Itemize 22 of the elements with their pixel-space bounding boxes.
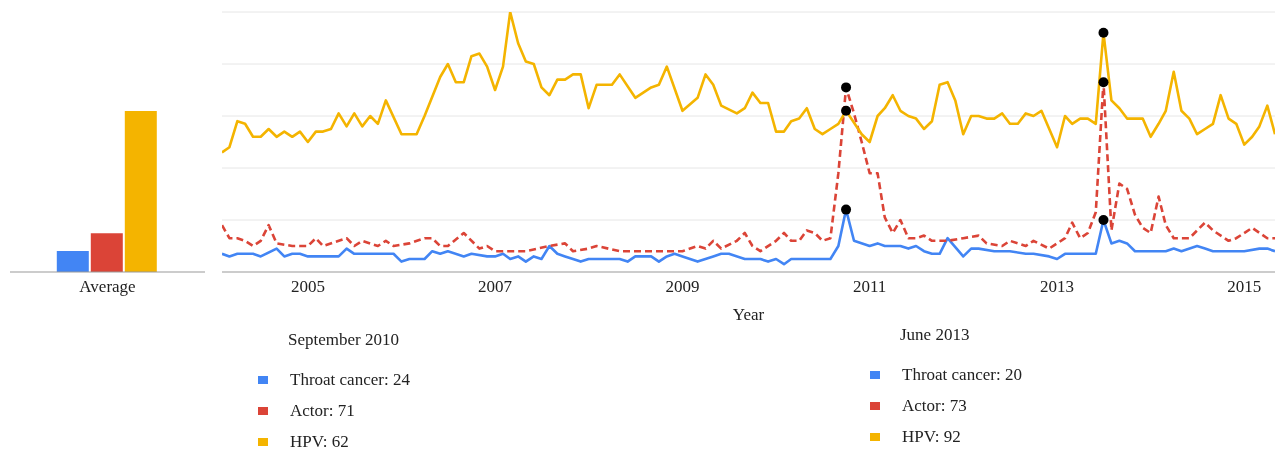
text: HPV: 62 — [290, 431, 349, 452]
text: Actor: 73 — [902, 395, 967, 416]
text: September 2010 — [288, 330, 400, 350]
point — [1098, 27, 1109, 38]
text: June 2013 — [900, 325, 971, 345]
x-tick-label: 2011 — [852, 277, 887, 297]
x-tick-label: 2013 — [1040, 277, 1075, 297]
text: Actor: 71 — [290, 400, 355, 421]
point — [841, 82, 852, 93]
x-axis-title: Year — [732, 305, 765, 324]
x-tick-label: 2005 — [290, 277, 325, 297]
x-tick-label: 2007 — [478, 277, 513, 297]
point — [841, 204, 852, 215]
text: Throat cancer: 20 — [902, 364, 1022, 385]
x-tick-label: 2015 — [1227, 277, 1262, 297]
x-tick-label: Average — [79, 277, 136, 297]
x-tick-label: 2009 — [665, 277, 700, 297]
text: HPV: 92 — [902, 426, 961, 447]
point — [841, 105, 852, 116]
point — [1098, 215, 1109, 225]
text: Throat cancer: 24 — [290, 369, 410, 390]
point — [1098, 77, 1109, 88]
